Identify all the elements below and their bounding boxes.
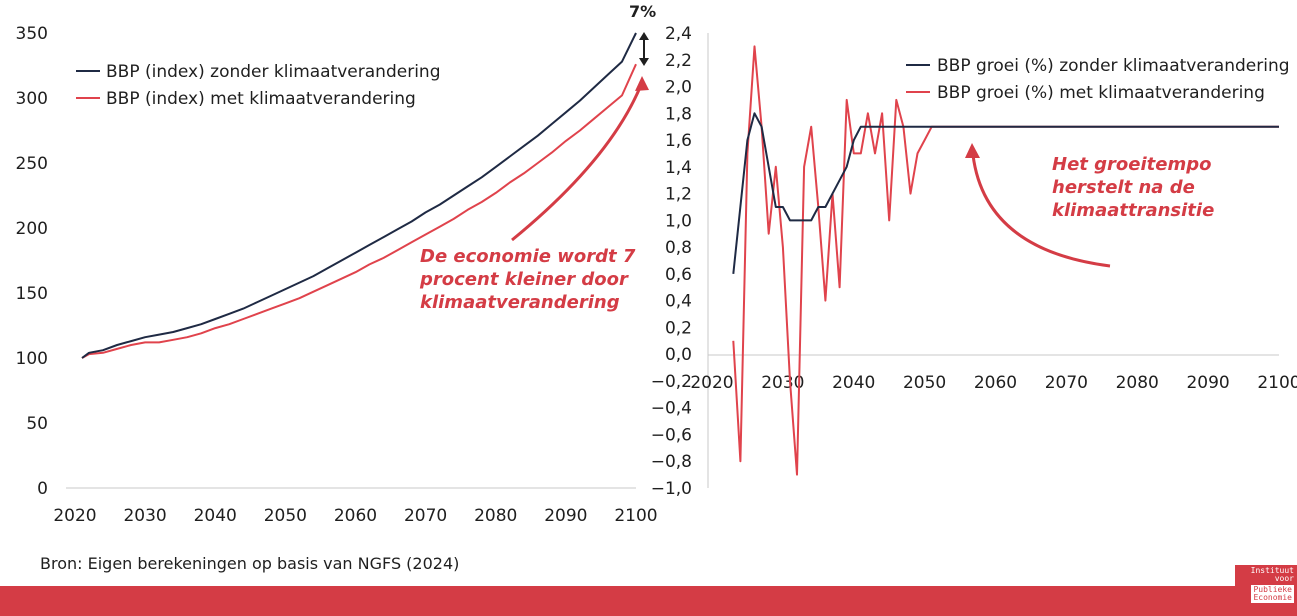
legend-label-groei-met: BBP groei (%) met klimaatverandering	[937, 83, 1265, 103]
logo-line-3-4: Publieke Economie	[1251, 585, 1294, 603]
gap-double-arrow	[639, 32, 649, 66]
left-x-tick-label: 2060	[334, 506, 377, 526]
left-y-tick-label: 150	[16, 284, 48, 304]
left-x-tick-label: 2090	[544, 506, 587, 526]
left-y-tick-label: 200	[16, 219, 48, 239]
left-x-tick-label: 2040	[194, 506, 237, 526]
right-y-tick-label: 2,2	[665, 51, 692, 71]
left-y-tick-label: 350	[16, 24, 48, 44]
right-y-tick-label: −0,6	[651, 425, 692, 445]
right-y-tick-label: 0,0	[665, 345, 692, 365]
left-series-lines	[81, 32, 637, 359]
right-x-tick-label: 2060	[974, 373, 1017, 393]
right-y-ticks: −1,0 −0,8 −0,6 −0,4 −0,2 0,0 0,2 0,4 0,6 0,8 1,0 1,…	[651, 24, 692, 499]
right-y-tick-label: 0,2	[665, 318, 692, 338]
right-x-tick-label: 2030	[761, 373, 804, 393]
left-series-line-zonder	[81, 32, 637, 359]
left-legend: BBP (index) zonder klimaatverandering BB…	[76, 62, 440, 109]
right-x-tick-label: 2070	[1045, 373, 1088, 393]
ipe-logo: Instituut voor Publieke Economie	[1235, 565, 1297, 616]
left-x-tick-label: 2050	[264, 506, 307, 526]
right-chart: −1,0 −0,8 −0,6 −0,4 −0,2 0,0 0,2 0,4 0,6 0,8 1,0 1,…	[651, 24, 1297, 499]
right-annotation-arrow	[965, 143, 1111, 268]
left-y-ticks: 0 50 100 150 200 250 300 350	[16, 24, 48, 499]
legend-label-zonder: BBP (index) zonder klimaatverandering	[106, 62, 440, 82]
right-y-tick-label: 1,8	[665, 104, 692, 124]
right-x-tick-label: 2080	[1116, 373, 1159, 393]
left-y-tick-label: 50	[26, 414, 48, 434]
right-y-tick-label: 1,6	[665, 131, 692, 151]
left-y-tick-label: 300	[16, 89, 48, 109]
right-x-tick-label: 2090	[1186, 373, 1229, 393]
right-y-tick-label: 1,0	[665, 211, 692, 231]
right-y-tick-label: 2,0	[665, 78, 692, 98]
left-annotation-text: De economie wordt 7 procent kleiner door…	[419, 246, 642, 313]
right-y-tick-label: 1,2	[665, 185, 692, 205]
left-series-line-met	[81, 63, 637, 359]
source-note: Bron: Eigen berekeningen op basis van NG…	[40, 554, 460, 573]
right-series-line-met	[732, 45, 1279, 476]
left-x-tick-label: 2100	[614, 506, 657, 526]
left-y-tick-label: 0	[37, 479, 48, 499]
right-series-line-zonder	[732, 112, 1279, 275]
right-y-tick-label: 0,6	[665, 265, 692, 285]
footer-bar	[0, 586, 1297, 616]
right-y-tick-label: 1,4	[665, 158, 692, 178]
right-x-tick-label: 2020	[690, 373, 733, 393]
right-series-lines	[732, 45, 1279, 476]
logo-line-1: Instituut	[1250, 566, 1294, 575]
right-y-tick-label: −1,0	[651, 479, 692, 499]
right-legend: BBP groei (%) zonder klimaatverandering …	[906, 56, 1290, 103]
right-y-tick-label: −0,8	[651, 452, 692, 472]
right-x-ticks: 2020 2030 2040 2050 2060 2070 2080 2090 2100	[690, 373, 1297, 393]
left-x-tick-label: 2070	[404, 506, 447, 526]
logo-line-2: voor	[1274, 574, 1294, 583]
right-x-tick-label: 2100	[1257, 373, 1297, 393]
logo-line-3: Publieke	[1253, 585, 1292, 594]
right-y-tick-label: −0,2	[651, 372, 692, 392]
right-x-tick-label: 2050	[903, 373, 946, 393]
gap-percentage-label: 7%	[629, 2, 656, 21]
right-annotation-text: Het groeitempo herstelt na de klimaattra…	[1052, 154, 1218, 221]
legend-label-groei-zonder: BBP groei (%) zonder klimaatverandering	[937, 56, 1290, 76]
left-annotation-arrow	[511, 76, 649, 242]
right-y-tick-label: 0,8	[665, 238, 692, 258]
left-x-tick-label: 2030	[123, 506, 166, 526]
left-y-tick-label: 250	[16, 154, 48, 174]
left-x-ticks: 2020 2030 2040 2050 2060 2070 2080 2090 2100	[53, 506, 657, 526]
left-x-tick-label: 2020	[53, 506, 96, 526]
legend-label-met: BBP (index) met klimaatverandering	[106, 89, 416, 109]
right-x-tick-label: 2040	[832, 373, 875, 393]
right-y-tick-label: −0,4	[651, 399, 692, 419]
left-x-tick-label: 2080	[474, 506, 517, 526]
right-y-tick-label: 2,4	[665, 24, 692, 44]
logo-line-4: Economie	[1253, 593, 1292, 602]
right-y-tick-label: 0,4	[665, 292, 692, 312]
left-y-tick-label: 100	[16, 349, 48, 369]
